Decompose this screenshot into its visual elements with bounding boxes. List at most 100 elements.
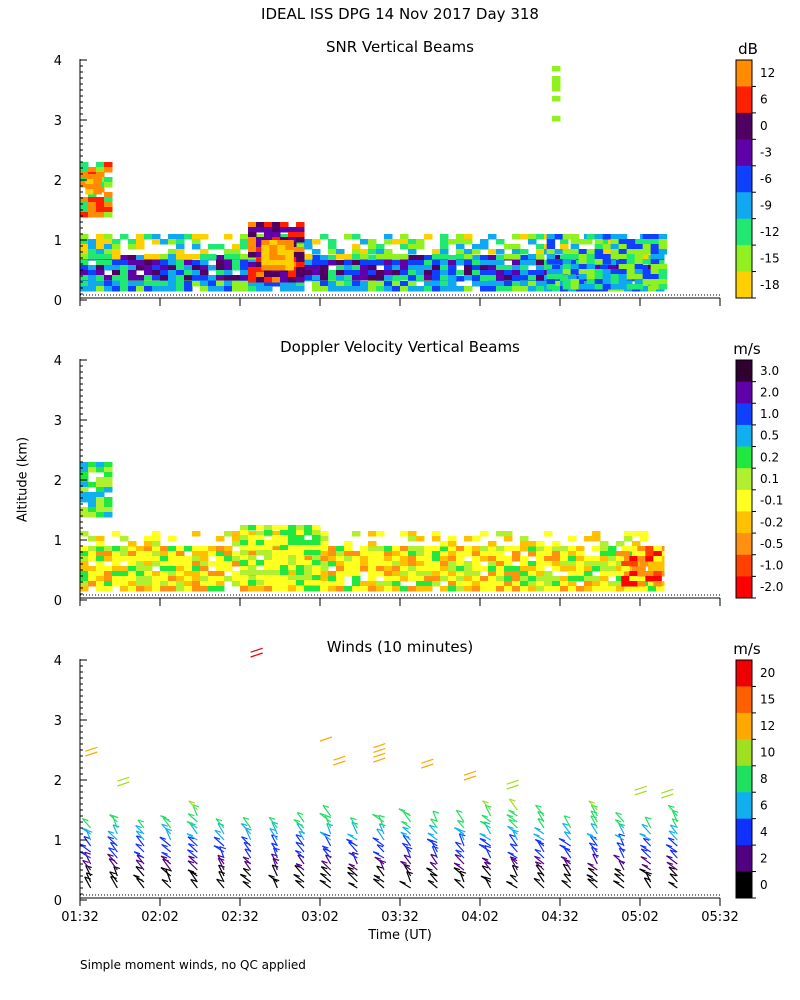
snr-cell: [392, 270, 401, 276]
wind-barb: [643, 877, 652, 889]
doppler-cell: [544, 531, 553, 537]
snr-cell: [456, 260, 465, 266]
snr-cell: [80, 167, 89, 173]
doppler-cell: [152, 576, 161, 582]
snr-cell: [536, 275, 545, 281]
wind-barb: [455, 849, 465, 859]
snr-cell: [104, 239, 113, 245]
wind-barb: [372, 837, 385, 847]
snr-cell: [256, 242, 265, 248]
snr-cell: [562, 284, 572, 290]
wind-barb-flag: [670, 849, 677, 853]
snr-cell: [85, 189, 94, 195]
snr-cell: [552, 255, 561, 261]
snr-cell: [352, 249, 361, 255]
wind-barb-flag: [295, 863, 303, 867]
colorbar-segment: [736, 112, 752, 140]
doppler-cell: [344, 541, 353, 547]
y-tick-label: 1: [54, 534, 62, 549]
snr-cell: [488, 234, 497, 240]
doppler-cell: [96, 551, 105, 557]
doppler-cell: [256, 531, 265, 537]
doppler-cell: [472, 586, 481, 592]
snr-cell: [448, 265, 457, 271]
wind-barb-flag: [187, 860, 195, 864]
snr-cell: [408, 270, 417, 276]
doppler-cell: [637, 556, 646, 562]
snr-cell: [586, 274, 596, 280]
doppler-cell: [304, 525, 313, 531]
snr-cell: [80, 270, 89, 276]
doppler-cell: [272, 550, 281, 556]
snr-cell: [256, 262, 265, 268]
doppler-cell: [248, 570, 257, 576]
wind-barb: [112, 824, 118, 835]
snr-cell: [256, 281, 265, 287]
wind-barb-flag: [480, 820, 487, 824]
snr-cell: [400, 244, 409, 250]
wind-barb: [108, 858, 118, 871]
snr-cell: [296, 227, 305, 233]
doppler-cell: [312, 540, 321, 546]
wind-barb: [250, 652, 263, 658]
snr-cell: [136, 265, 145, 271]
wind-barb-flag: [242, 880, 250, 885]
snr-cell: [578, 239, 588, 245]
doppler-cell: [536, 586, 545, 592]
snr-cell: [261, 245, 270, 251]
snr-cell: [112, 239, 121, 245]
snr-cell: [80, 275, 89, 281]
doppler-cell: [528, 571, 537, 577]
colorbar-tick-label: 0.1: [760, 472, 779, 486]
doppler-cell: [256, 570, 265, 576]
doppler-cell: [384, 551, 393, 557]
doppler-cell: [584, 536, 593, 542]
snr-cell: [240, 265, 249, 271]
snr-cell: [368, 249, 377, 255]
snr-cell: [104, 167, 113, 173]
snr-cell: [240, 254, 249, 260]
snr-cell: [120, 275, 129, 281]
doppler-cell: [656, 586, 665, 592]
doppler-cell: [528, 561, 537, 567]
snr-cell: [432, 275, 441, 281]
doppler-cell: [480, 566, 489, 572]
doppler-cell: [440, 556, 449, 562]
doppler-cell: [312, 586, 321, 592]
y-tick-label: 1: [54, 234, 62, 249]
snr-cell: [658, 239, 668, 245]
wind-barb-flag: [454, 853, 462, 858]
wind-barb-flag: [509, 874, 517, 878]
snr-cell: [408, 255, 417, 261]
doppler-cell: [584, 556, 593, 562]
wind-barb: [479, 838, 492, 847]
snr-cell: [472, 244, 481, 250]
doppler-cell: [616, 551, 625, 557]
snr-cell: [264, 277, 273, 283]
doppler-cell: [216, 586, 225, 592]
snr-cell: [96, 249, 105, 255]
snr-cell: [96, 254, 105, 260]
wind-barb: [667, 837, 678, 847]
doppler-cell: [256, 535, 265, 541]
doppler-cell: [629, 556, 638, 562]
doppler-cell: [296, 525, 305, 531]
doppler-cell: [400, 546, 409, 552]
doppler-cell: [384, 586, 393, 592]
wind-barb-flag: [217, 854, 224, 858]
doppler-cell: [592, 561, 601, 567]
doppler-cell: [208, 571, 217, 577]
snr-cell: [240, 275, 249, 281]
doppler-cell: [432, 531, 441, 537]
doppler-cell: [440, 541, 449, 547]
wind-barb-flag: [586, 833, 594, 837]
doppler-cell: [312, 580, 321, 586]
snr-cell: [546, 284, 556, 290]
doppler-cell: [384, 556, 393, 562]
snr-cell: [576, 281, 585, 287]
snr-cell: [277, 240, 286, 246]
snr-cell: [448, 281, 457, 287]
colorbar-tick-label: 6: [760, 798, 768, 812]
snr-cell: [384, 254, 393, 260]
wind-barb: [187, 836, 198, 847]
